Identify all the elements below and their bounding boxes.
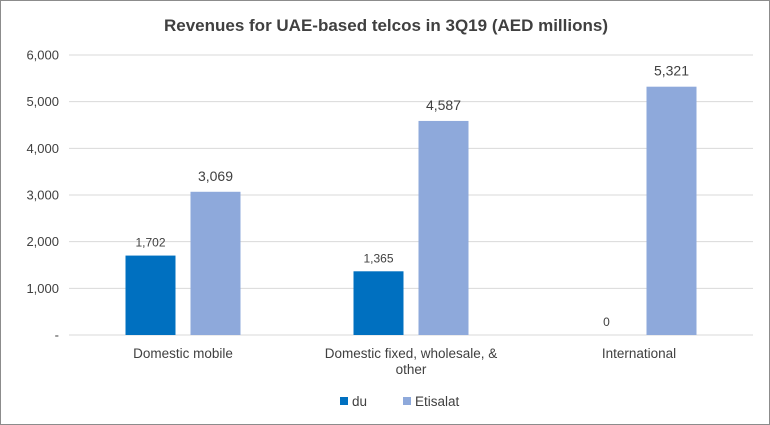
x-category-label: Domestic mobile	[133, 346, 233, 361]
x-category-label: other	[396, 362, 427, 377]
data-labels: 1,702 3,069 1,365 4,587 0 5,321	[135, 63, 689, 329]
x-axis: Domestic mobile Domestic fixed, wholesale…	[133, 346, 676, 377]
legend-label-du: du	[352, 394, 367, 409]
data-label-du-2: 0	[603, 315, 610, 329]
y-tick-label: 6,000	[26, 48, 59, 63]
chart-title: Revenues for UAE-based telcos in 3Q19 (A…	[164, 16, 608, 35]
y-tick-label: 3,000	[26, 188, 59, 203]
y-tick-label: -	[55, 328, 59, 343]
y-tick-label: 2,000	[26, 234, 59, 249]
bars	[125, 86, 697, 335]
data-label-du-0: 1,702	[135, 236, 165, 250]
y-tick-label: 1,000	[26, 281, 59, 296]
y-tick-label: 4,000	[26, 141, 59, 156]
bar-etisalat-1	[418, 120, 469, 335]
gridlines	[69, 54, 753, 336]
legend-swatch-du	[340, 397, 348, 405]
data-label-etisalat-1: 4,587	[426, 97, 461, 113]
y-axis: - 1,000 2,000 3,000 4,000 5,000 6,000	[26, 48, 59, 343]
y-tick-label: 5,000	[26, 94, 59, 109]
legend: du Etisalat	[340, 394, 460, 409]
bar-du-0	[125, 255, 176, 335]
data-label-du-1: 1,365	[363, 251, 393, 265]
data-label-etisalat-0: 3,069	[198, 168, 233, 184]
x-category-label: Domestic fixed, wholesale, &	[325, 346, 498, 361]
bar-etisalat-2	[646, 86, 697, 335]
bar-etisalat-0	[190, 191, 241, 335]
bar-du-1	[353, 271, 404, 335]
data-label-etisalat-2: 5,321	[654, 63, 689, 79]
legend-label-etisalat: Etisalat	[415, 394, 460, 409]
x-category-label: International	[602, 346, 676, 361]
legend-swatch-etisalat	[403, 397, 411, 405]
